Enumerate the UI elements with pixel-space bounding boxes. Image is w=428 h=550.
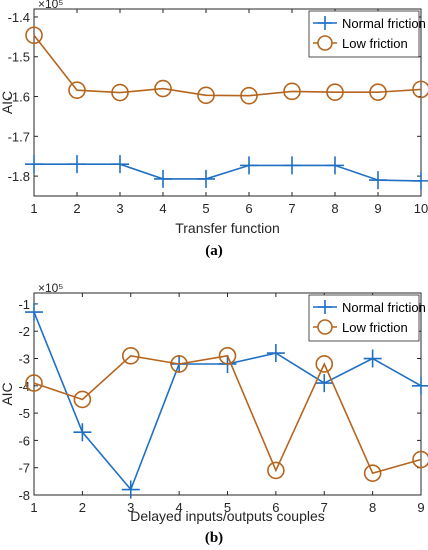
y-axis-label: AIC — [0, 382, 15, 405]
data-point-normal-friction — [369, 171, 387, 190]
data-point-low-friction — [363, 464, 382, 482]
y-multiplier: ×10⁵ — [38, 0, 63, 11]
data-point-normal-friction — [121, 480, 140, 499]
data-point-low-friction — [315, 355, 334, 373]
legend-label: Normal friction — [342, 300, 426, 315]
data-point-normal-friction — [326, 156, 344, 175]
x-axis-label: Transfer function — [175, 220, 280, 236]
y-multiplier: ×10⁵ — [38, 281, 63, 295]
data-point-low-friction — [25, 374, 43, 392]
data-point-normal-friction — [68, 155, 86, 174]
data-point-normal-friction — [154, 169, 172, 188]
data-point-low-friction — [267, 461, 285, 480]
y-axis-label: AIC — [0, 91, 15, 114]
data-point-normal-friction — [266, 344, 285, 363]
legend-marker-plus — [318, 300, 332, 314]
x-tick-label: 7 — [288, 201, 295, 216]
x-tick-label: 10 — [414, 201, 428, 216]
series-line-low-friction — [33, 34, 422, 97]
data-point-low-friction — [154, 79, 172, 98]
legend-label: Low friction — [342, 36, 408, 51]
data-point-normal-friction — [412, 171, 428, 190]
caption: (b) — [205, 530, 223, 546]
legend-label: Low friction — [342, 320, 408, 335]
data-point-normal-friction — [111, 155, 129, 174]
x-tick-label: 9 — [417, 500, 424, 515]
y-tick-label: -6 — [18, 433, 30, 448]
y-tick-label: -2 — [18, 324, 30, 339]
data-point-low-friction — [326, 83, 344, 101]
x-tick-label: 4 — [159, 201, 166, 216]
x-tick-label: 2 — [79, 500, 86, 515]
data-point-low-friction — [170, 355, 188, 373]
caption: (a) — [205, 243, 223, 259]
chart-panel-a: 1 2 3 4 5 6 7 8 9 10 -1.4 -1.5 -1.6 -1.7 -1.8 ×10⁵ Trans… — [0, 0, 428, 259]
y-tick-label: -4 — [18, 379, 30, 394]
data-point-low-friction — [412, 450, 428, 469]
y-tick-label: -7 — [18, 461, 30, 476]
x-tick-label: 3 — [116, 201, 123, 216]
x-tick-label: 5 — [202, 201, 209, 216]
legend-marker-plus — [318, 16, 332, 30]
data-point-low-friction — [240, 86, 258, 105]
y-tick-label: -1.5 — [8, 50, 30, 65]
data-point-normal-friction — [363, 349, 382, 368]
data-point-normal-friction — [283, 156, 301, 175]
legend-marker-circle — [317, 35, 333, 51]
data-point-low-friction — [218, 346, 237, 365]
data-point-normal-friction — [197, 169, 215, 188]
data-point-low-friction — [111, 83, 129, 102]
x-tick-label: 8 — [331, 201, 338, 216]
y-tick-label: -8 — [18, 488, 30, 503]
legend-label: Normal friction — [342, 16, 426, 31]
data-point-normal-friction — [25, 155, 43, 174]
data-point-low-friction — [369, 83, 387, 101]
data-point-normal-friction — [73, 423, 92, 442]
data-point-low-friction — [25, 26, 43, 45]
axes-box — [33, 8, 422, 197]
x-tick-label: 6 — [272, 500, 279, 515]
series-line-low-friction — [33, 354, 422, 475]
data-point-normal-friction — [25, 303, 43, 322]
data-point-normal-friction — [315, 374, 334, 393]
x-tick-label: 7 — [321, 500, 328, 515]
y-tick-label: -1.7 — [8, 129, 30, 144]
data-point-low-friction — [412, 80, 428, 99]
x-axis-label: Delayed inputs/outputs couples — [130, 508, 325, 524]
x-tick-label: 2 — [73, 201, 80, 216]
x-tick-label: 1 — [30, 500, 37, 515]
x-tick-label: 3 — [127, 500, 134, 515]
x-tick-label: 6 — [245, 201, 252, 216]
data-point-normal-friction — [412, 376, 428, 395]
x-tick-label: 1 — [30, 201, 37, 216]
data-point-low-friction — [197, 86, 215, 105]
chart-panel-b: 1 2 3 4 5 6 7 8 9 -1 -2 -3 -4 -5 -6 -7 -8 ×10⁵ Delayed inp… — [0, 281, 428, 546]
y-tick-label: -1.4 — [8, 10, 30, 25]
x-tick-label: 9 — [374, 201, 381, 216]
y-tick-label: -3 — [18, 352, 30, 367]
x-tick-label: 8 — [369, 500, 376, 515]
y-tick-label: -1.8 — [8, 169, 30, 184]
data-point-low-friction — [73, 390, 92, 409]
data-point-low-friction — [68, 81, 86, 99]
series-line-normal-friction — [34, 163, 422, 182]
x-tick-label: 5 — [224, 500, 231, 515]
data-point-low-friction — [121, 346, 140, 365]
legend-marker-circle — [317, 319, 333, 335]
data-point-normal-friction — [240, 156, 258, 175]
y-tick-label: -1 — [18, 297, 30, 312]
x-tick-label: 4 — [176, 500, 183, 515]
y-tick-label: -1.6 — [8, 90, 30, 105]
y-tick-label: -5 — [18, 406, 30, 421]
data-point-low-friction — [283, 82, 301, 101]
